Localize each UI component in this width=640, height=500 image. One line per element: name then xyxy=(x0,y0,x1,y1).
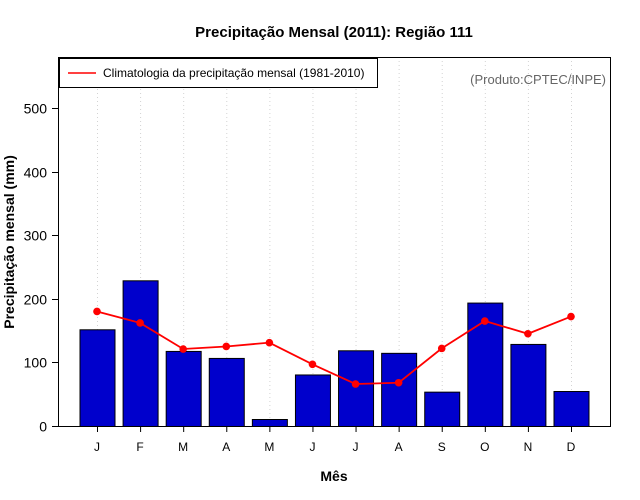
climatology-point-8 xyxy=(437,344,446,353)
x-tick-label-2: M xyxy=(178,440,188,454)
bar-N-10 xyxy=(510,343,547,428)
x-tick-label-1: F xyxy=(136,440,143,454)
climatology-point-6 xyxy=(351,380,360,388)
bar-F-1 xyxy=(122,280,159,427)
climatology-point-7 xyxy=(394,378,403,387)
climatology-line-layer xyxy=(93,307,575,388)
plot-frame xyxy=(58,57,611,427)
x-tick-label-7: A xyxy=(395,440,403,454)
bar-J-6 xyxy=(338,350,375,427)
source-annotation: (Produto:CPTEC/INPE) xyxy=(470,72,606,87)
bars-layer xyxy=(79,280,590,428)
climatology-point-1 xyxy=(136,319,144,327)
x-tick-label-11: D xyxy=(567,440,576,454)
climatology-point-2 xyxy=(179,345,187,353)
climatology-point-5 xyxy=(308,360,317,369)
x-tick-label-10: N xyxy=(524,440,533,454)
y-tick-label-3: 300 xyxy=(24,228,48,244)
y-tick-label-5: 500 xyxy=(24,101,48,117)
x-axis-label: Mês xyxy=(320,468,347,484)
legend: Climatologia da precipitação mensal (198… xyxy=(59,58,378,88)
bar-M-4 xyxy=(251,419,288,427)
x-tick-label-6: J xyxy=(353,440,359,454)
y-tick-label-0: 0 xyxy=(39,419,47,435)
grid-layer xyxy=(97,57,572,426)
bar-J-0 xyxy=(79,329,116,427)
y-axis-label: Precipitação mensal (mm) xyxy=(1,155,17,329)
bar-A-3 xyxy=(208,357,245,428)
y-tick-label-4: 400 xyxy=(24,165,48,181)
x-tick-label-4: M xyxy=(264,440,274,454)
climatology-point-10 xyxy=(524,329,532,338)
y-tick-label-1: 100 xyxy=(24,355,48,371)
x-tick-label-9: O xyxy=(480,440,489,454)
bar-S-8 xyxy=(424,391,461,428)
x-tick-label-0: J xyxy=(94,440,100,454)
climatology-point-11 xyxy=(567,312,575,321)
bar-D-11 xyxy=(553,391,590,427)
bar-A-7 xyxy=(381,352,418,428)
bar-M-2 xyxy=(165,350,202,427)
legend-label: Climatologia da precipitação mensal (198… xyxy=(103,66,364,80)
y-tick-label-2: 200 xyxy=(24,292,48,308)
chart-title: Precipitação Mensal (2011): Região 111 xyxy=(195,24,473,41)
x-tick-label-3: A xyxy=(222,440,230,454)
climatology-point-3 xyxy=(222,342,231,351)
climatology-point-0 xyxy=(93,307,101,316)
legend-box xyxy=(59,58,378,88)
x-tick-label-5: J xyxy=(309,440,315,454)
bar-J-5 xyxy=(294,374,331,428)
climatology-line xyxy=(96,310,572,385)
climatology-point-9 xyxy=(481,317,489,325)
x-tick-label-8: S xyxy=(438,440,446,454)
y-axis-ticks: 0 100 200 300 400 500 xyxy=(24,101,58,435)
climatology-point-4 xyxy=(265,338,274,347)
